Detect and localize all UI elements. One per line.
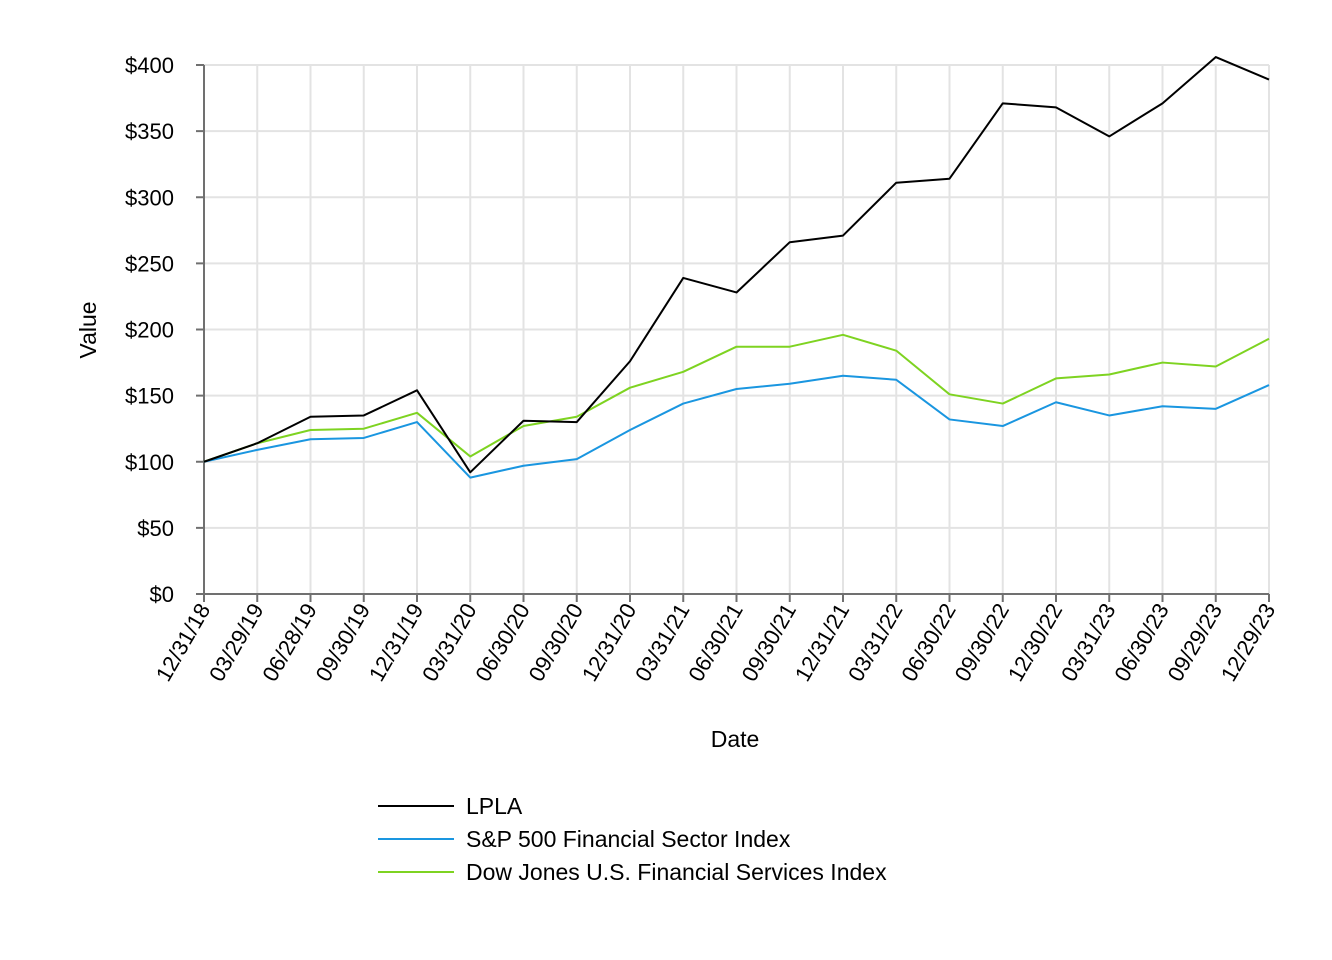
legend-label: Dow Jones U.S. Financial Services Index [466,859,887,885]
series-lines [203,56,1270,479]
series-line-3 [203,333,1270,463]
y-tick-label: $300 [125,185,174,210]
legend-label: LPLA [466,793,523,819]
series-line-1 [203,56,1270,474]
y-tick-label: $150 [125,384,174,409]
y-tick-label: $250 [125,251,174,276]
axes [196,64,1270,602]
y-tick-label: $50 [137,516,174,541]
gridlines [203,64,1270,595]
y-tick-label: $350 [125,119,174,144]
legend: LPLA S&P 500 Financial Sector Index Dow Jo… [378,793,887,885]
x-tick-labels: 12/31/1803/29/1906/28/1909/30/1912/31/19… [151,599,1280,686]
x-axis-title: Date [711,726,760,752]
y-tick-label: $100 [125,450,174,475]
y-tick-label: $200 [125,318,174,343]
y-axis-title: Value [75,301,101,358]
legend-label: S&P 500 Financial Sector Index [466,826,791,852]
y-tick-labels: $0 $50 $100 $150 $200 $250 $300 $350 $400 [125,53,174,607]
y-tick-label: $0 [150,582,174,607]
series-line-2 [203,374,1270,479]
y-tick-label: $400 [125,53,174,78]
